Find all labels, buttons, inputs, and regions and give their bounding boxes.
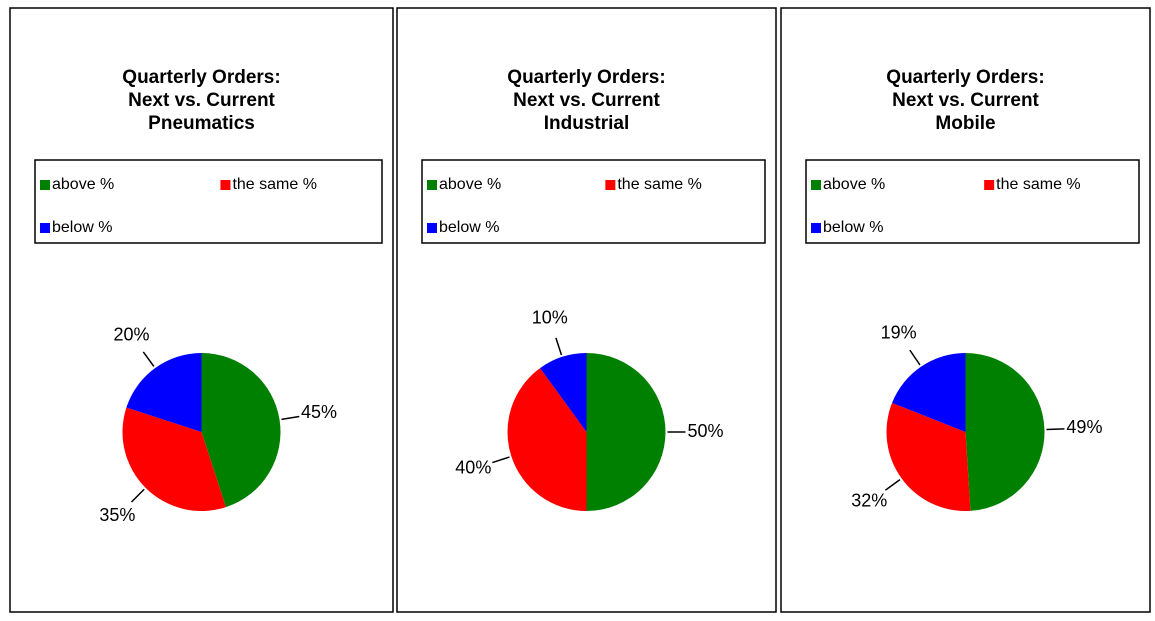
pie-slice (126, 353, 202, 432)
legend-label: above % (823, 176, 885, 193)
data-label: 32% (851, 491, 887, 511)
leader-line (1046, 428, 1065, 431)
pie-slice (201, 353, 281, 508)
legend-label: below % (823, 219, 883, 236)
data-label: 19% (881, 322, 917, 342)
legend-swatch (811, 180, 821, 190)
legend-label: the same % (617, 176, 701, 193)
chart-title: Quarterly Orders: (886, 67, 1044, 88)
pie-slice (886, 402, 971, 511)
data-label: 49% (1066, 417, 1102, 437)
chart-title: Pneumatics (148, 113, 255, 134)
legend-label: above % (52, 176, 114, 193)
data-label: 35% (99, 505, 135, 525)
chart-title: Quarterly Orders: (507, 67, 665, 88)
legend-box (421, 159, 766, 244)
legend-swatch (427, 180, 437, 190)
pie-slice (586, 353, 666, 511)
legend-swatch (811, 223, 821, 233)
leader-line (909, 349, 921, 366)
pie-slice (507, 368, 587, 511)
leader-line (130, 488, 145, 503)
legend-box (805, 159, 1140, 244)
data-label: 40% (455, 458, 491, 478)
leader-line (884, 479, 901, 491)
chart-title: Next vs. Current (892, 90, 1039, 111)
pie-slice (965, 353, 1045, 511)
legend-swatch (40, 180, 50, 190)
data-label: 45% (301, 402, 337, 422)
data-label: 50% (687, 421, 723, 441)
leader-line (492, 456, 510, 464)
panel-border (780, 7, 1151, 613)
panel-border (9, 7, 394, 613)
legend-swatch (605, 180, 616, 190)
pie-slice (540, 353, 587, 432)
chart-title: Quarterly Orders: (122, 67, 280, 88)
chart-title: Next vs. Current (128, 90, 275, 111)
legend-label: above % (439, 176, 501, 193)
data-label: 20% (114, 324, 150, 344)
chart-title: Industrial (544, 113, 630, 134)
data-label: 10% (532, 308, 568, 328)
leader-line (281, 415, 300, 421)
legend-label: below % (52, 219, 112, 236)
leader-line (555, 337, 563, 356)
legend-label: below % (439, 219, 499, 236)
legend-box (34, 159, 383, 244)
chart-title: Mobile (935, 113, 995, 134)
pie-slice (892, 353, 966, 432)
pie-slice (122, 407, 226, 511)
panel-border (396, 7, 777, 613)
legend-swatch (984, 180, 995, 190)
legend-label: the same % (996, 176, 1080, 193)
legend-swatch (40, 223, 50, 233)
legend-swatch (220, 180, 231, 190)
legend-label: the same % (232, 176, 316, 193)
leader-line (142, 351, 155, 367)
legend-swatch (427, 223, 437, 233)
chart-title: Next vs. Current (513, 90, 660, 111)
